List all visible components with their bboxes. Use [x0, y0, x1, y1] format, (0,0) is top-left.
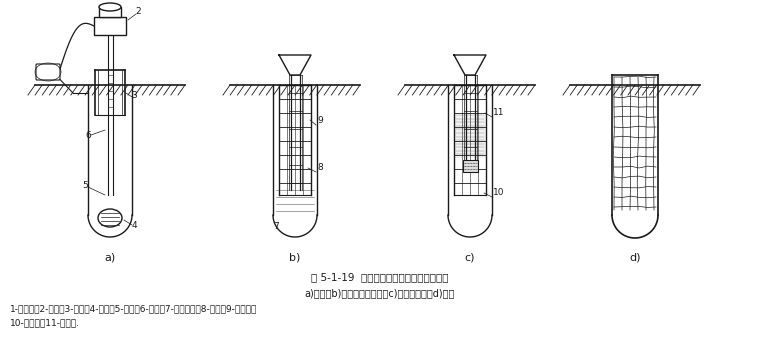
Ellipse shape: [99, 3, 121, 11]
Text: 7: 7: [273, 222, 279, 231]
Text: 10-隔水塞；11-混凝土.: 10-隔水塞；11-混凝土.: [10, 318, 80, 327]
FancyBboxPatch shape: [36, 64, 60, 80]
Text: 1: 1: [39, 65, 45, 73]
Bar: [463, 160, 477, 172]
Text: 1-泥浆泵；2-钒机；3-护筒；4-钒头；5-钒杆；6-泥浆；7-沉淠泥浆；8-导管；9-钓筋笼；: 1-泥浆泵；2-钒机；3-护筒；4-钒头；5-钒杆；6-泥浆；7-沉淠泥浆；8-…: [10, 304, 258, 313]
Text: a): a): [104, 252, 116, 262]
Text: 4: 4: [131, 220, 137, 230]
Text: 图 5-1-19  泥浆护壁钒孔灶注桩施工顺序图: 图 5-1-19 泥浆护壁钒孔灶注桩施工顺序图: [312, 272, 448, 282]
Text: 5: 5: [82, 180, 88, 190]
Bar: [94, 17, 126, 35]
Text: d): d): [629, 252, 641, 262]
Bar: [455, 115, 485, 158]
Text: 9: 9: [317, 116, 323, 125]
Text: 11: 11: [493, 108, 505, 117]
Ellipse shape: [98, 209, 122, 227]
Text: 6: 6: [85, 131, 91, 139]
Text: b): b): [290, 252, 301, 262]
Text: c): c): [465, 252, 475, 262]
Text: 8: 8: [317, 163, 323, 172]
Bar: [99, 7, 121, 17]
Text: 3: 3: [131, 91, 137, 99]
Text: 2: 2: [135, 7, 141, 16]
Text: 10: 10: [493, 188, 505, 197]
Text: a)钒孔；b)下钓筋笼及导管；c)灶注混凝土；d)成坻: a)钒孔；b)下钓筋笼及导管；c)灶注混凝土；d)成坻: [305, 288, 455, 298]
